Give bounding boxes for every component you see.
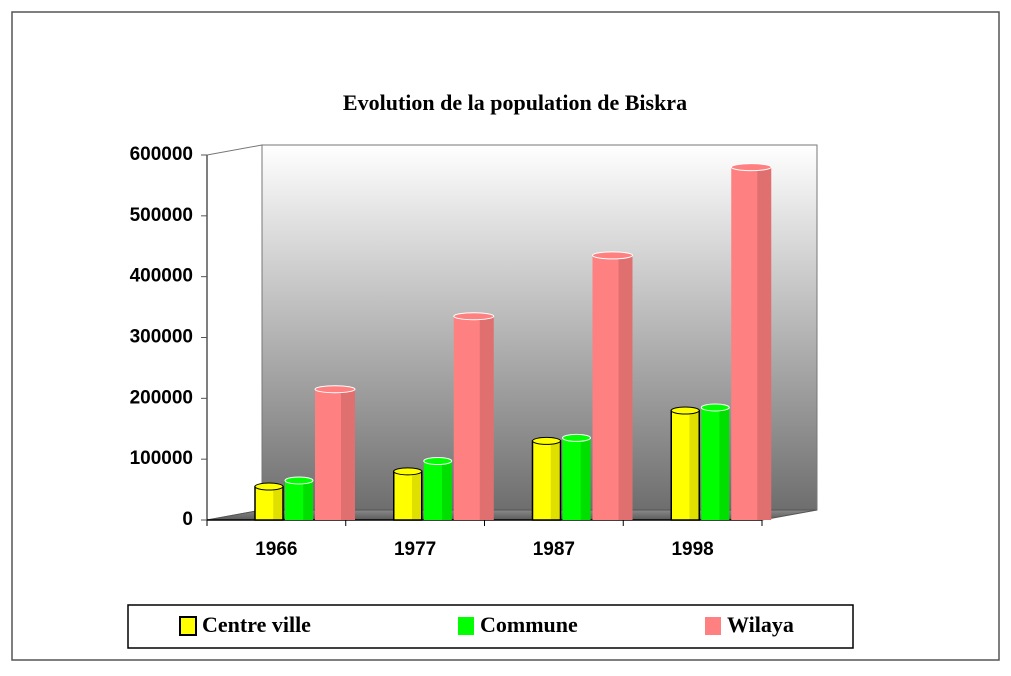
bar-shade [757,167,772,520]
y-tick-label: 600000 [130,144,193,165]
legend [127,604,854,649]
bar-top [670,406,700,415]
bar [453,316,494,520]
bar-top [314,385,356,394]
bar-shade [303,480,313,520]
bar [592,255,633,520]
bar-shade [719,407,730,520]
legend-label: Commune [480,612,578,637]
bar-shade [441,460,452,520]
x-tick-label: 1987 [533,539,575,560]
chart-title: Evolution de la population de Biskra [343,90,687,115]
bar [701,407,730,520]
side-wall [206,144,263,521]
y-tick-label: 0 [182,509,193,530]
y-tick-label: 400000 [130,266,193,287]
x-tick-label: 1998 [671,539,713,560]
plot-area: 0 100000 200000 300000 400000 500000 600000 196… [130,144,818,560]
bar-top [254,482,284,491]
bar [315,389,355,520]
bar [731,167,772,520]
bar-top [532,436,561,445]
bar-shade [689,410,700,520]
bar-top [562,433,591,442]
y-tick-label: 500000 [130,205,193,226]
bar-shade [273,486,283,520]
bar [423,460,452,520]
y-tick-label: 300000 [130,327,193,348]
bar [254,485,284,521]
bar [285,480,313,520]
bar-top [700,403,730,412]
bar [531,440,562,521]
bar-shade [411,471,422,520]
bar-top [730,163,772,172]
y-tick-label: 200000 [130,387,193,408]
legend-items: Centre ville Commune Wilaya [179,612,794,637]
y-tick-label: 100000 [130,448,193,469]
legend-swatch [179,616,197,636]
bar-shade [341,389,355,520]
x-tick-label: 1977 [394,539,436,560]
legend-swatch [705,617,721,635]
bar-shade [580,437,591,520]
bar-top [592,251,633,260]
bar-top [423,456,453,465]
bar [562,437,591,520]
bar-top [453,312,495,321]
legend-label: Centre ville [202,612,311,637]
bar-shade [550,440,561,520]
bar-shade [479,316,494,520]
bar [670,409,700,521]
bar-shade [618,255,633,520]
legend-label: Wilaya [727,612,794,637]
legend-swatch [458,617,474,635]
bar-top [284,476,314,485]
x-tick-label: 1966 [255,539,297,560]
bar-top [393,467,423,476]
